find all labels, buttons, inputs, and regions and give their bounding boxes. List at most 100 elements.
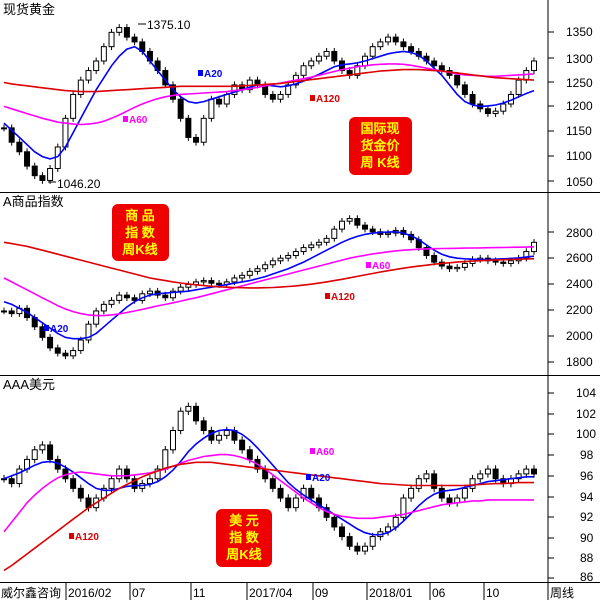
commodity-candle <box>362 221 369 233</box>
date-label-06: 06 <box>432 586 446 600</box>
date-label-2016-02: 2016/02 <box>68 586 112 600</box>
gold-ma-labels: A20 A60 A120 <box>123 69 340 126</box>
gold-candle <box>515 76 522 98</box>
date-axis: 威尔鑫咨询 2016/02 07 11 2017/04 09 2018/01 0… <box>1 583 574 600</box>
commodity-candle <box>254 265 261 275</box>
dollar-candle <box>431 470 438 493</box>
dollar-candle <box>346 532 353 551</box>
gold-candle <box>24 148 31 170</box>
dollar-ma120-label: A120 <box>75 532 99 543</box>
gold-candle <box>108 28 115 51</box>
dollar-candle <box>70 474 77 493</box>
commodity-candle <box>285 252 292 262</box>
gold-tick-1150: 1150 <box>566 124 592 138</box>
commodity-candle <box>315 239 322 249</box>
gold-candle <box>1 124 7 132</box>
dollar-ma60-label: A60 <box>316 447 335 458</box>
dollar-tick-96: 96 <box>580 469 594 483</box>
gold-panel-title: 现货黄金 <box>3 2 55 17</box>
dollar-candle <box>39 441 46 454</box>
commodity-candle <box>239 272 246 282</box>
dollar-note-line-1: 美 元 <box>229 513 259 528</box>
commodity-candle <box>8 307 15 317</box>
commodity-candle <box>431 252 438 266</box>
gold-candle <box>177 95 184 122</box>
gold-ma20-label: A20 <box>204 69 223 80</box>
dollar-candle <box>277 484 284 502</box>
gold-candle <box>331 48 338 65</box>
commodity-candle <box>62 349 69 360</box>
gold-note-box: 国际现 货金价 周 K线 <box>349 117 412 175</box>
dollar-candle <box>423 470 430 483</box>
gold-candle <box>315 52 322 65</box>
gold-candle <box>354 62 361 79</box>
gold-candle <box>77 76 84 98</box>
gold-moving-averages <box>3 45 535 160</box>
gold-candle <box>277 91 284 103</box>
commodity-candle <box>323 235 330 246</box>
dollar-a60-line <box>3 453 534 533</box>
commodity-tick-1800: 1800 <box>566 355 593 369</box>
dollar-candle <box>400 494 407 522</box>
dollar-note-box: 美 元 指 数 周K线 <box>216 509 272 567</box>
commodity-candle <box>308 241 315 251</box>
commodity-candle <box>262 261 269 273</box>
gold-ma60-label: A60 <box>129 115 148 126</box>
gold-candle <box>93 57 100 74</box>
gold-candle <box>323 48 330 60</box>
commodity-candle <box>85 320 92 344</box>
dollar-tick-86: 86 <box>580 570 594 584</box>
gold-a120-line <box>3 68 535 93</box>
gold-candle <box>70 91 77 122</box>
date-label-09: 09 <box>315 586 329 600</box>
commodity-candle <box>100 301 107 315</box>
dollar-candle <box>131 474 138 493</box>
commodity-candle <box>331 225 338 242</box>
dollar-candle <box>47 441 54 464</box>
gold-candle <box>193 134 200 146</box>
dollar-candle <box>285 494 292 512</box>
commodity-candle <box>54 344 61 357</box>
commodity-candle <box>446 262 453 273</box>
gold-y-ticks: 1350 1300 1250 1200 1150 1100 1050 <box>548 25 593 189</box>
date-label-2017-04: 2017/04 <box>249 586 293 600</box>
dollar-candle <box>8 474 15 488</box>
dollar-candle <box>469 474 476 493</box>
gold-tick-1100: 1100 <box>566 149 592 163</box>
gold-candle <box>285 81 292 98</box>
dollar-candle <box>308 484 315 502</box>
gold-tick-1200: 1200 <box>566 99 593 113</box>
period-label: 周线 <box>550 586 574 600</box>
commodity-candle <box>123 291 130 302</box>
gold-candle <box>377 38 384 51</box>
dollar-candle <box>408 484 415 502</box>
dollar-candle <box>292 494 299 512</box>
date-label-2018-01: 2018/01 <box>369 586 413 600</box>
date-label-07: 07 <box>132 586 146 600</box>
dollar-candle <box>269 474 276 493</box>
commodity-candle <box>208 277 215 287</box>
dollar-candle <box>193 402 200 425</box>
commodity-candle <box>277 254 284 265</box>
gold-candle <box>400 38 407 51</box>
gold-candle <box>369 43 376 60</box>
gold-candles <box>1 24 537 184</box>
gold-candle <box>308 57 315 70</box>
commodity-candle <box>269 257 276 269</box>
source-label: 威尔鑫咨询 <box>1 585 61 600</box>
gold-tick-1050: 1050 <box>566 175 593 189</box>
commodity-candle <box>108 297 115 308</box>
commodity-candle <box>116 291 123 304</box>
dollar-panel-title: AAA美元 <box>3 377 55 392</box>
dollar-candle <box>362 542 369 555</box>
dollar-candle <box>438 484 445 502</box>
dollar-a20-line <box>3 428 534 536</box>
dollar-candle <box>523 465 530 478</box>
dollar-tick-104: 104 <box>576 386 596 400</box>
dollar-moving-averages <box>3 428 534 572</box>
dollar-candle <box>331 513 338 531</box>
dollar-candle <box>484 465 491 478</box>
commodity-ma20-label: A20 <box>50 324 69 335</box>
